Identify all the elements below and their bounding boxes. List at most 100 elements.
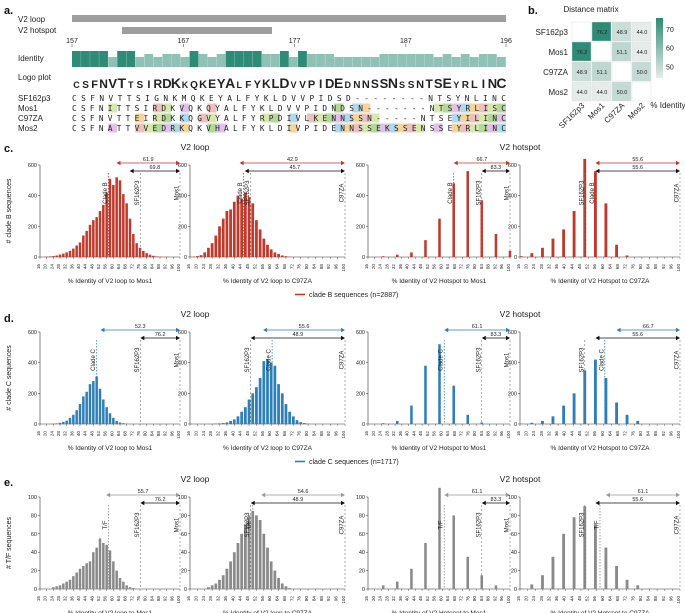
y-tick-label: 60 xyxy=(181,532,187,538)
identity-bar xyxy=(225,51,235,67)
y-tick-label: 0 xyxy=(362,587,365,593)
histogram-bar xyxy=(210,585,214,589)
y-axis-label: # clade B sequences xyxy=(6,178,13,243)
y-tick-label: 600 xyxy=(28,330,37,336)
histogram-bar xyxy=(112,417,115,424)
section-title-loop: V2 loop xyxy=(181,142,210,152)
y-tick-label: 100 xyxy=(28,495,37,501)
x-tick-label: 68 xyxy=(452,431,457,437)
x-tick-label: 64 xyxy=(445,264,450,270)
section-title-loop: V2 loop xyxy=(181,309,210,319)
matrix-cell xyxy=(591,81,612,102)
histogram-bar xyxy=(78,568,82,589)
histogram-bar xyxy=(122,194,125,257)
histogram-bar xyxy=(243,524,247,589)
x-tick-label: 88 xyxy=(319,264,324,270)
logo-letter: S xyxy=(371,77,379,91)
arrow-bottom-value: 83.3 xyxy=(491,165,502,171)
histogram-bar xyxy=(62,421,65,424)
x-tick-label: 20 xyxy=(371,264,376,270)
arrow-bottom-head-left xyxy=(595,335,600,341)
x-tick-label: 44 xyxy=(83,431,88,437)
x-tick-label: 52 xyxy=(585,596,590,602)
histogram-bar xyxy=(494,585,498,589)
histogram-bar xyxy=(195,256,199,257)
x-tick-label: 48 xyxy=(245,431,250,437)
x-tick-label: 52 xyxy=(252,431,257,437)
logo-letter: D xyxy=(325,76,334,91)
x-tick-label: 36 xyxy=(223,431,228,437)
matrix-cell-value: 48.9 xyxy=(577,70,588,76)
x-tick-label: 80 xyxy=(472,596,477,602)
mutation-highlight xyxy=(487,123,497,133)
colorbar-tick: 60 xyxy=(666,46,674,53)
x-tick-label: 100 xyxy=(341,264,346,272)
logo-letter: N xyxy=(353,80,360,91)
x-tick-label: 48 xyxy=(577,596,582,602)
histogram-bar xyxy=(247,197,251,257)
x-tick-label: 32 xyxy=(546,431,551,437)
histogram-bar xyxy=(210,243,214,257)
x-tick-label: 16 xyxy=(516,596,521,602)
x-tick-label: 64 xyxy=(275,264,280,270)
histogram-bar xyxy=(530,584,534,589)
mutation-highlight xyxy=(433,103,443,113)
logo-letter: F xyxy=(245,80,251,91)
histogram-bar xyxy=(68,417,72,424)
histogram-bar xyxy=(381,423,385,424)
identity-bar xyxy=(352,57,362,67)
x-tick-label: 96 xyxy=(334,431,339,437)
histogram-bar xyxy=(615,566,618,589)
x-tick-label: 60 xyxy=(600,596,605,602)
histogram-chart: 0 200 400 600 16 20 24 28 32 36 40 44 48 52 56 60 64 68 72… xyxy=(508,324,681,452)
sf162-label: SF162P3 xyxy=(245,180,251,206)
identity-bar xyxy=(207,57,217,67)
x-tick-label: 92 xyxy=(163,264,168,270)
mutation-highlight xyxy=(162,123,172,133)
histogram-bar xyxy=(243,407,247,424)
identity-bar xyxy=(397,54,407,67)
arrow-top-value: 55.6 xyxy=(299,324,310,330)
logo-letter: T xyxy=(425,77,433,91)
histogram-bar xyxy=(105,192,108,257)
identity-bar xyxy=(469,57,479,67)
x-tick-label: 60 xyxy=(109,264,114,270)
mutation-highlight xyxy=(343,123,353,133)
x-tick-label: 36 xyxy=(69,264,74,270)
colorbar: 70 60 50 % Identity xyxy=(650,18,685,110)
histogram-bar xyxy=(52,587,55,589)
y-tick-label: 20 xyxy=(359,569,365,575)
y-tick-label: 80 xyxy=(359,513,365,519)
arrow-bottom-head-left xyxy=(244,168,249,174)
histogram-bar xyxy=(232,552,236,589)
x-tick-label: 68 xyxy=(615,596,620,602)
y-tick-label: 20 xyxy=(181,569,187,575)
x-tick-label: 80 xyxy=(638,596,643,602)
y-tick-label: 0 xyxy=(514,587,517,593)
histogram-bar xyxy=(541,247,544,257)
histogram-bar xyxy=(572,517,576,589)
x-axis-label: % Identity of V2 Hotspot to Mos1 xyxy=(392,610,487,613)
arrow-top-head-left xyxy=(605,492,610,498)
x-tick-label: 28 xyxy=(384,596,389,602)
histogram-bar xyxy=(82,396,85,424)
arrow-top-head-left xyxy=(444,327,449,333)
x-tick-label: 72 xyxy=(459,264,464,270)
x-tick-label: 24 xyxy=(201,431,206,437)
x-tick-label: 28 xyxy=(539,264,544,270)
x-tick-label: 16 xyxy=(36,596,41,602)
x-tick-label: 96 xyxy=(169,596,174,602)
x-tick-label: 56 xyxy=(432,596,437,602)
x-tick-label: 52 xyxy=(425,596,430,602)
histogram-bar xyxy=(240,411,244,424)
mean-label: T/F xyxy=(103,520,109,529)
arrow-bottom-head-right xyxy=(341,335,345,341)
histogram-bar xyxy=(78,404,82,424)
y-tick-label: 200 xyxy=(28,224,37,230)
identity-track xyxy=(72,51,506,67)
x-tick-label: 88 xyxy=(653,264,658,270)
histogram-bar xyxy=(115,177,118,257)
x-tick-label: 92 xyxy=(661,431,666,437)
arrow-top-head-right xyxy=(341,160,345,166)
